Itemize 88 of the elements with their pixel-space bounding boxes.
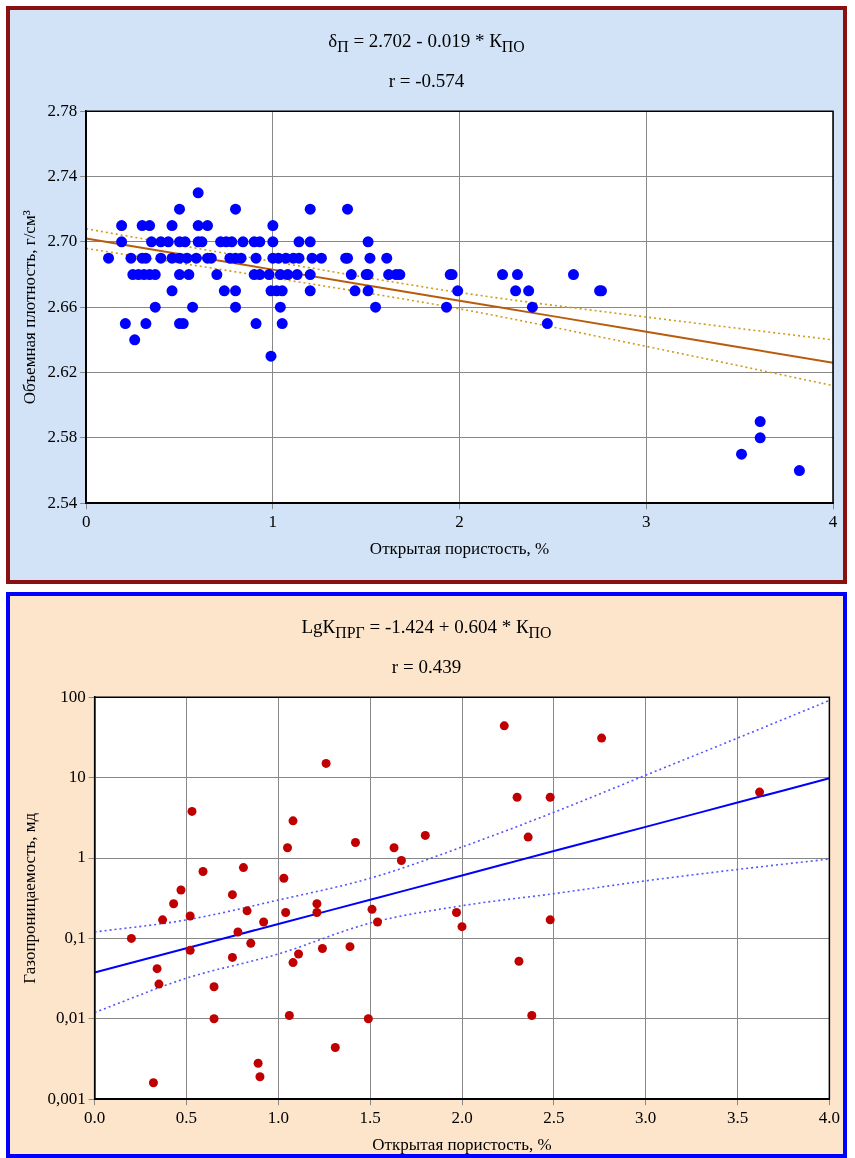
x-tick-label: 3.0 bbox=[635, 1107, 657, 1127]
point bbox=[514, 956, 524, 966]
point bbox=[176, 885, 186, 895]
x-tick-label: 0.0 bbox=[84, 1107, 106, 1127]
point bbox=[363, 1014, 373, 1024]
point bbox=[152, 963, 162, 973]
x-tick-label: 0.5 bbox=[175, 1107, 198, 1127]
x-tick-label: 4.0 bbox=[818, 1107, 840, 1127]
point bbox=[512, 792, 522, 802]
x-tick-label: 2.5 bbox=[543, 1107, 565, 1127]
point bbox=[209, 1014, 219, 1024]
y-axis-title: Объемная плотность, г/см³ bbox=[19, 210, 39, 404]
chart-title: δ$_{П}$ = 2.702 - 0.019 * К$_{ПО}$ bbox=[327, 30, 526, 57]
x-tick-label: 2 bbox=[455, 511, 464, 531]
point bbox=[755, 787, 765, 797]
point bbox=[523, 832, 533, 842]
point bbox=[227, 952, 237, 962]
y-tick-label: 2.78 bbox=[47, 100, 78, 120]
x-tick-label: 4 bbox=[828, 511, 838, 531]
y-tick-label: 0,1 bbox=[64, 927, 86, 947]
point bbox=[259, 917, 269, 927]
point bbox=[373, 917, 383, 927]
point bbox=[288, 816, 298, 826]
x-tick-label: 3.5 bbox=[726, 1107, 749, 1127]
point bbox=[158, 915, 168, 925]
point bbox=[242, 906, 252, 916]
point bbox=[246, 938, 256, 948]
point bbox=[312, 899, 322, 909]
point bbox=[253, 1058, 263, 1068]
x-tick-label: 0 bbox=[81, 511, 91, 531]
point bbox=[255, 1072, 265, 1082]
x-tick-label: 2.0 bbox=[451, 1107, 473, 1127]
y-tick-label: 10 bbox=[68, 766, 86, 786]
point bbox=[185, 911, 195, 921]
point bbox=[288, 957, 298, 967]
x-axis-title: Открытая пористость, % bbox=[372, 1135, 552, 1155]
y-tick-label: 2.74 bbox=[47, 165, 78, 185]
point bbox=[345, 941, 355, 951]
point bbox=[367, 904, 377, 914]
x-tick-label: 1.0 bbox=[267, 1107, 289, 1127]
y-tick-label: 2.58 bbox=[47, 427, 78, 447]
point bbox=[545, 792, 555, 802]
point bbox=[283, 843, 293, 853]
point bbox=[452, 907, 461, 917]
point bbox=[187, 806, 197, 816]
point bbox=[545, 915, 555, 925]
point bbox=[281, 907, 291, 917]
y-tick-label: 0,01 bbox=[55, 1008, 86, 1028]
point bbox=[597, 733, 607, 743]
x-tick-label: 3 bbox=[642, 511, 651, 531]
point bbox=[499, 721, 509, 731]
chart-subtitle: r = -0.574 bbox=[387, 69, 466, 92]
point bbox=[527, 1010, 537, 1020]
point bbox=[389, 843, 399, 853]
y-tick-label: 0,001 bbox=[47, 1088, 86, 1108]
point bbox=[279, 873, 289, 883]
point bbox=[198, 866, 208, 876]
point bbox=[457, 921, 467, 931]
point bbox=[321, 758, 331, 768]
chart-title: LgК$_{ПРГ}$ = -1.424 + 0.604 * К$_{ПО}$ bbox=[300, 616, 553, 643]
y-tick-label: 100 bbox=[60, 686, 86, 706]
y-tick-label: 2.54 bbox=[47, 492, 78, 512]
point bbox=[350, 837, 360, 847]
point bbox=[148, 1078, 158, 1088]
y-axis-title: Газопроницаемость, мд bbox=[19, 812, 39, 984]
point bbox=[284, 1010, 294, 1020]
y-tick-label: 2.70 bbox=[47, 231, 78, 251]
x-tick-label: 1.5 bbox=[359, 1107, 381, 1127]
x-axis-title: Открытая пористость, % bbox=[369, 539, 550, 559]
y-tick-label: 1 bbox=[77, 847, 86, 867]
x-tick-label: 1 bbox=[268, 511, 278, 531]
y-tick-label: 2.62 bbox=[47, 361, 78, 381]
point bbox=[233, 927, 243, 937]
point bbox=[126, 933, 136, 943]
chart-subtitle: r = 0.439 bbox=[390, 655, 463, 678]
point bbox=[169, 899, 179, 909]
y-tick-label: 2.66 bbox=[47, 296, 78, 316]
point bbox=[317, 943, 327, 953]
point bbox=[209, 982, 219, 992]
point bbox=[185, 945, 195, 955]
point bbox=[238, 862, 248, 872]
point bbox=[396, 855, 406, 865]
point bbox=[154, 979, 164, 989]
point bbox=[294, 949, 304, 959]
point bbox=[330, 1042, 340, 1052]
point bbox=[312, 907, 322, 917]
point bbox=[227, 889, 237, 899]
point bbox=[420, 830, 430, 840]
